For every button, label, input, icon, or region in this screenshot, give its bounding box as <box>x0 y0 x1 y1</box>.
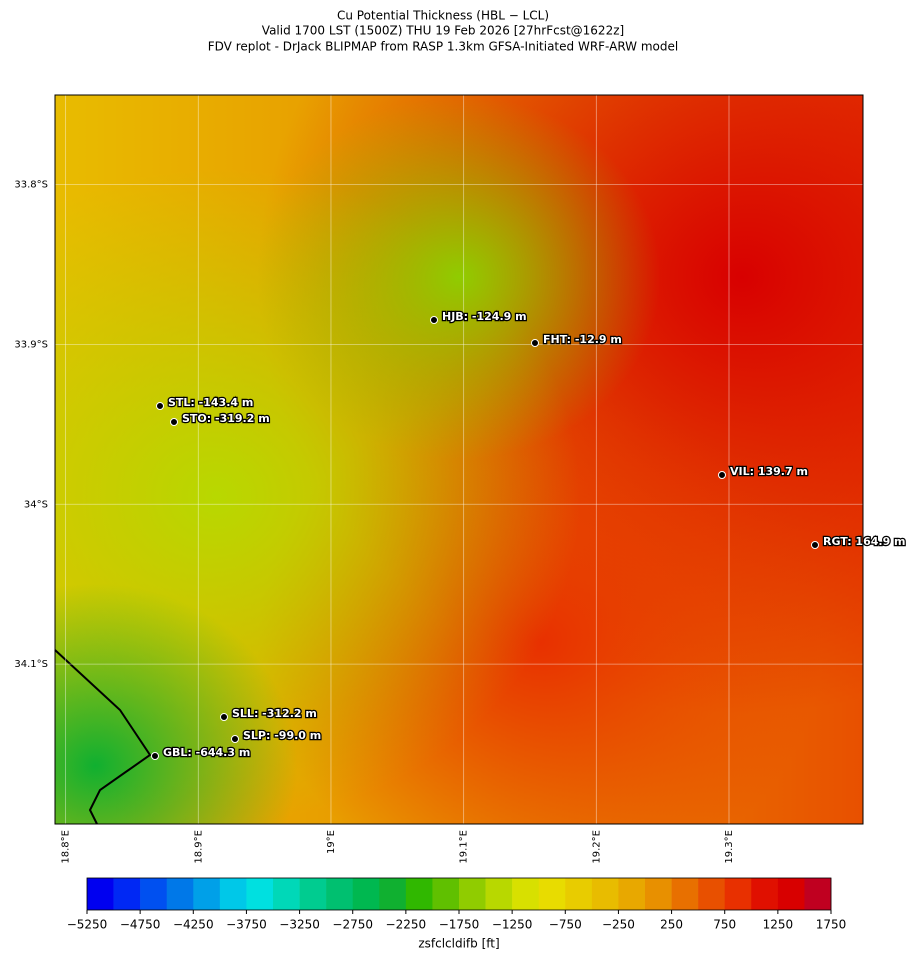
colorbar-swatch <box>459 878 486 910</box>
station-label: HJB: -124.9 m <box>442 310 527 323</box>
colorbar-swatch <box>219 878 247 910</box>
colorbar-swatch <box>565 878 593 910</box>
x-tick-label: 19°E <box>326 830 337 854</box>
x-tick-label: 18.8°E <box>61 830 72 864</box>
x-tick-label: 19.1°E <box>459 830 470 864</box>
station-marker <box>231 735 239 743</box>
colorbar-tick-label: 750 <box>713 918 736 932</box>
station-label: VIL: 139.7 m <box>730 465 808 478</box>
colorbar-swatch <box>273 878 300 910</box>
station-label: SLL: -312.2 m <box>232 707 317 720</box>
station-marker <box>156 402 164 410</box>
colorbar-swatch <box>352 878 380 910</box>
chart-title: Cu Potential Thickness (HBL − LCL) <box>337 9 549 23</box>
colorbar-swatch <box>777 878 805 910</box>
colorbar-swatch <box>405 878 433 910</box>
station-marker <box>220 713 228 721</box>
colorbar-swatch <box>432 878 460 910</box>
x-tick-label: 19.3°E <box>724 830 735 864</box>
station-label: STL: -143.4 m <box>168 396 253 409</box>
colorbar-tick-label: −250 <box>602 918 635 932</box>
colorbar-tick-label: −750 <box>549 918 582 932</box>
grid <box>55 95 863 824</box>
colorbar-tick-label: −4250 <box>173 918 214 932</box>
colorbar-tick-label: −4750 <box>120 918 161 932</box>
colorbar-swatch <box>804 878 832 910</box>
colorbar-swatch <box>724 878 752 910</box>
map-frame <box>54 94 864 825</box>
colorbar-tick-label: 250 <box>660 918 683 932</box>
colorbar-swatch <box>618 878 646 910</box>
coastline <box>54 649 152 825</box>
colorbar-tick-label: −3250 <box>279 918 320 932</box>
colorbar-tick-label: 1250 <box>763 918 794 932</box>
station-label: RGT: 164.9 m <box>823 535 906 548</box>
chart-title: FDV replot - DrJack BLIPMAP from RASP 1.… <box>208 40 678 54</box>
station-marker <box>718 471 726 479</box>
colorbar-swatch <box>113 878 141 910</box>
colorbar-tick-label: −1250 <box>492 918 533 932</box>
colorbar-swatch <box>379 878 407 910</box>
station-label: GBL: -644.3 m <box>163 746 250 759</box>
station-marker <box>170 418 178 426</box>
colorbar-swatch <box>326 878 354 910</box>
station-marker <box>531 339 539 347</box>
colorbar-swatch <box>193 878 221 910</box>
colorbar-swatch <box>87 878 114 910</box>
colorbar-swatch <box>751 878 779 910</box>
colorbar-swatch <box>299 878 327 910</box>
colorbar-tick-label: −2250 <box>386 918 427 932</box>
colorbar-swatch <box>645 878 672 910</box>
colorbar-swatch <box>591 878 619 910</box>
y-tick-label: 33.9°S <box>14 339 48 350</box>
chart-title: Valid 1700 LST (1500Z) THU 19 Feb 2026 [… <box>262 24 624 38</box>
station-marker <box>811 541 819 549</box>
map-raster <box>55 95 863 824</box>
colorbar-tick-label: −5250 <box>67 918 108 932</box>
y-tick-label: 34°S <box>24 499 48 510</box>
y-tick-label: 34.1°S <box>14 659 48 670</box>
colorbar-swatch <box>246 878 274 910</box>
y-tick-label: 33.8°S <box>14 180 48 191</box>
colorbar-tick-label: −3750 <box>226 918 267 932</box>
station-label: STO: -319.2 m <box>182 412 270 425</box>
colorbar-swatch <box>538 878 566 910</box>
x-tick-label: 18.9°E <box>193 830 204 864</box>
colorbar-tick-label: −1750 <box>439 918 480 932</box>
colorbar-swatch <box>166 878 194 910</box>
colorbar-swatch <box>140 878 168 910</box>
station-label: SLP: -99.0 m <box>243 729 321 742</box>
station-marker <box>151 752 159 760</box>
colorbar-swatch <box>698 878 726 910</box>
station-marker <box>430 316 438 324</box>
x-tick-label: 19.2°E <box>591 830 602 864</box>
station-label: FHT: -12.9 m <box>543 333 622 346</box>
colorbar-tick-label: −2750 <box>332 918 373 932</box>
colorbar-label: zsfclcldifb [ft] <box>418 937 499 951</box>
colorbar-tick-label: 1750 <box>816 918 847 932</box>
colorbar-swatch <box>671 878 699 910</box>
colorbar-swatch <box>512 878 540 910</box>
colorbar-swatch <box>485 878 513 910</box>
